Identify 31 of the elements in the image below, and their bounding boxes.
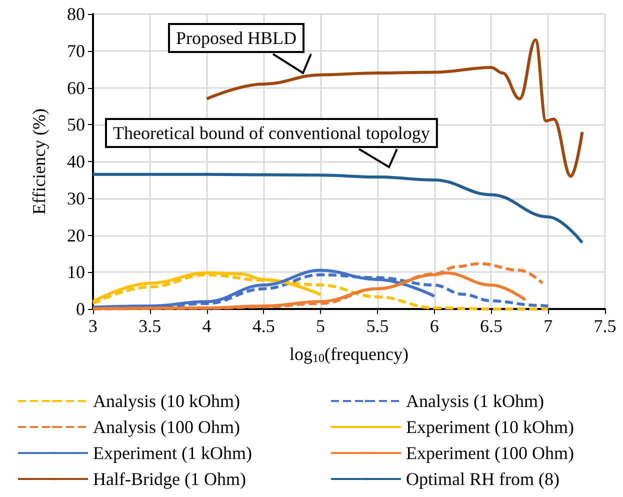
legend-label: Optimal RH from (8): [406, 469, 560, 489]
x-tick-label: 7: [544, 316, 553, 336]
x-tick-label: 6: [430, 316, 439, 336]
legend-label: Analysis (10 kOhm): [93, 391, 240, 411]
y-tick-label: 50: [67, 114, 85, 135]
y-tick-label: 80: [67, 4, 85, 24]
y-tick-label: 30: [67, 188, 85, 208]
legend-label: Analysis (1 kOhm): [406, 391, 544, 411]
y-tick-label: 70: [67, 40, 85, 61]
y-tick-label: 20: [67, 225, 85, 246]
line-series: [92, 172, 584, 244]
y-tick-label: 10: [67, 262, 85, 282]
y-axis-title: Efficiency (%): [29, 108, 49, 215]
x-tick-label: 3.5: [138, 316, 162, 336]
legend-label: Experiment (1 kOhm): [93, 443, 252, 463]
annotation: Proposed HBLD: [176, 28, 296, 48]
x-tick-label: 4.5: [252, 316, 275, 336]
annotation: Theoretical bound of conventional topology: [113, 123, 430, 143]
legend-label: Experiment (100 Ohm): [406, 443, 574, 463]
y-tick-label: 0: [76, 299, 85, 319]
y-tick-label: 60: [67, 78, 85, 98]
x-tick-label: 3: [88, 316, 98, 336]
legend-label: Half-Bridge (1 Ohm): [93, 469, 246, 489]
legend-label: Analysis (100 Ohm): [93, 417, 240, 437]
x-tick-label: 4: [202, 316, 212, 336]
y-tick-label: 40: [67, 152, 85, 172]
x-tick-label: 6.5: [480, 316, 502, 336]
x-tick-label: 5: [316, 316, 326, 336]
legend-label: Experiment (10 kOhm): [406, 417, 574, 437]
x-tick-label: 7.5: [594, 316, 616, 336]
x-tick-label: 5.5: [366, 316, 389, 336]
